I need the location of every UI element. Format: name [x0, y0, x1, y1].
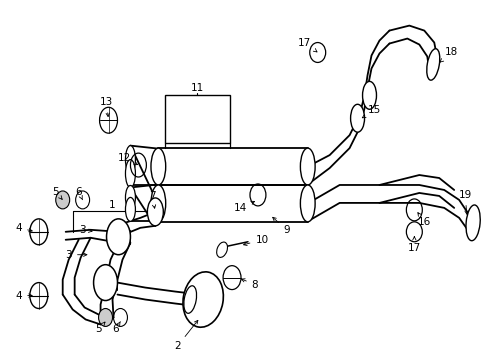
- Text: 3: 3: [79, 225, 92, 235]
- Text: 17: 17: [407, 237, 420, 253]
- Text: 4: 4: [16, 223, 32, 233]
- Ellipse shape: [300, 148, 314, 185]
- Ellipse shape: [93, 265, 117, 301]
- Ellipse shape: [125, 159, 135, 188]
- Ellipse shape: [183, 286, 196, 313]
- Text: 5: 5: [52, 187, 62, 199]
- Ellipse shape: [183, 272, 223, 327]
- Text: 4: 4: [16, 291, 32, 301]
- Text: 19: 19: [458, 190, 471, 214]
- Text: 18: 18: [439, 48, 457, 62]
- Ellipse shape: [99, 309, 112, 327]
- Text: 12: 12: [118, 153, 137, 165]
- Ellipse shape: [151, 185, 165, 222]
- Ellipse shape: [362, 81, 376, 109]
- Text: 1: 1: [109, 200, 116, 210]
- Ellipse shape: [151, 148, 165, 185]
- Ellipse shape: [56, 191, 69, 209]
- Text: 3: 3: [65, 250, 87, 260]
- Text: 8: 8: [241, 279, 258, 289]
- Ellipse shape: [300, 185, 314, 222]
- Text: 15: 15: [362, 105, 380, 118]
- Text: 2: 2: [174, 320, 198, 351]
- Text: 6: 6: [75, 187, 82, 200]
- Text: 13: 13: [100, 97, 113, 117]
- Text: 11: 11: [190, 84, 203, 93]
- Text: 17: 17: [298, 37, 316, 52]
- Text: 9: 9: [272, 217, 289, 235]
- Text: 7: 7: [149, 191, 155, 208]
- Bar: [165, 95, 229, 143]
- Text: 5: 5: [95, 322, 105, 334]
- Ellipse shape: [106, 219, 130, 255]
- Text: 6: 6: [112, 321, 120, 334]
- Ellipse shape: [125, 146, 135, 174]
- Ellipse shape: [147, 198, 163, 226]
- Text: 10: 10: [243, 235, 268, 246]
- Text: 14: 14: [233, 201, 254, 213]
- Ellipse shape: [465, 205, 479, 241]
- Ellipse shape: [125, 197, 135, 221]
- Ellipse shape: [350, 104, 364, 132]
- Text: 16: 16: [417, 213, 430, 227]
- Ellipse shape: [216, 242, 227, 257]
- Ellipse shape: [426, 49, 439, 80]
- Ellipse shape: [125, 185, 135, 210]
